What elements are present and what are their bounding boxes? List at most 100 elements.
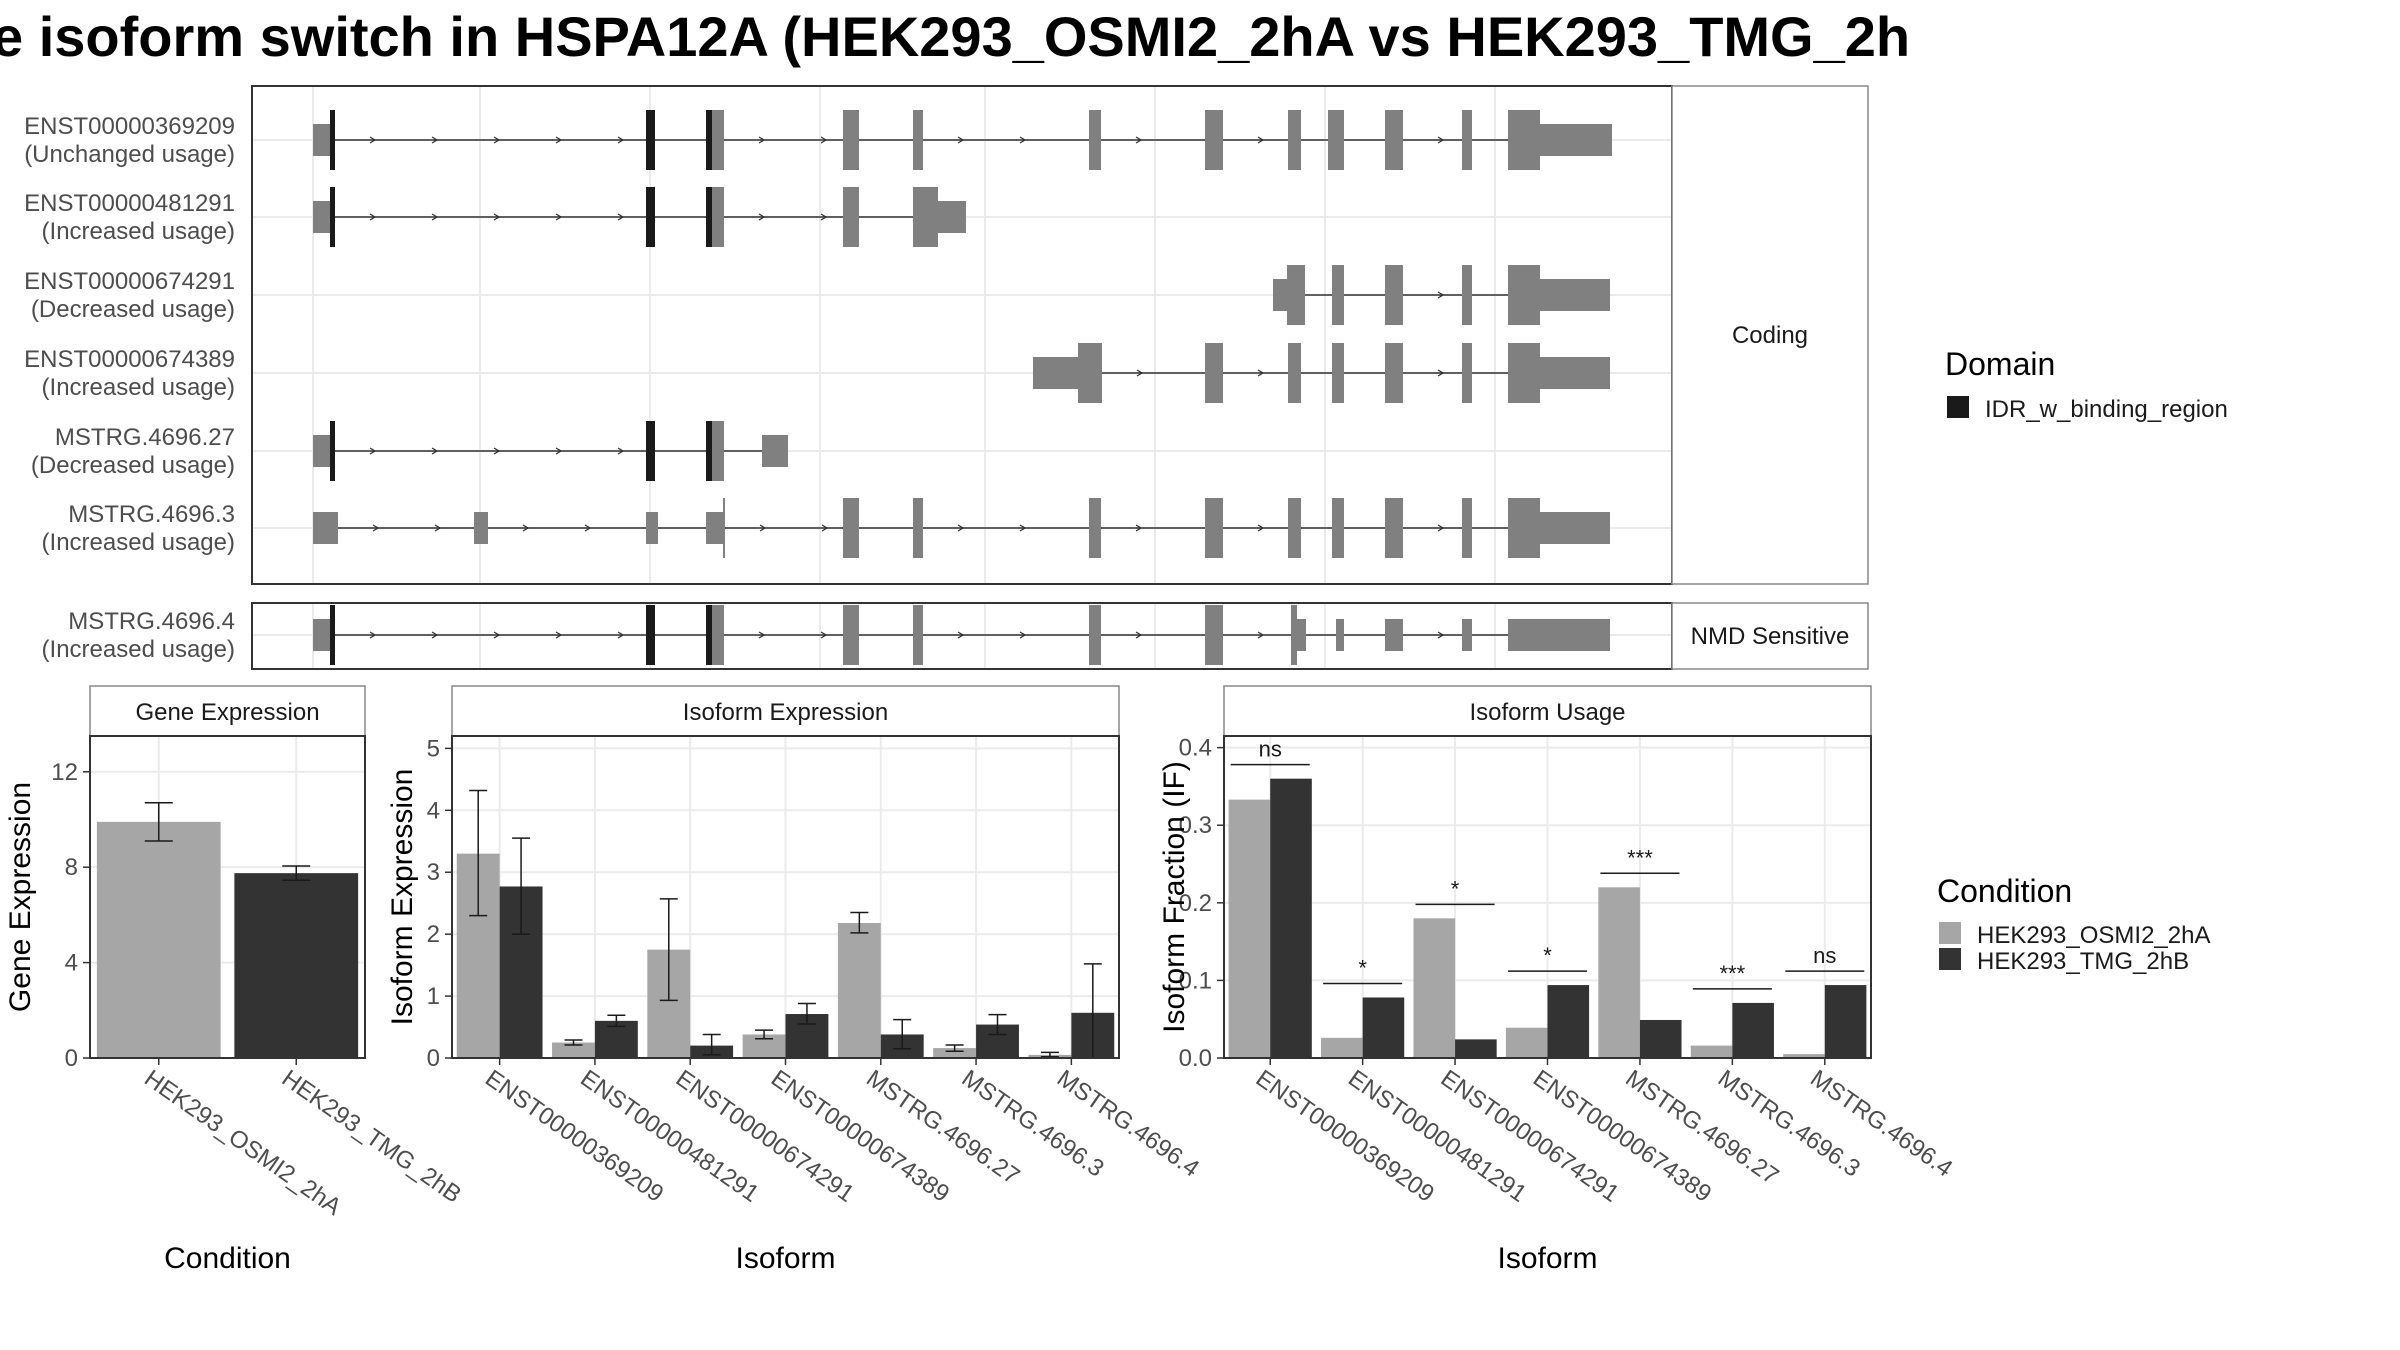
y-tick-label: 2 (427, 921, 440, 948)
direction-arrow (1257, 631, 1265, 639)
domain-segment (646, 421, 655, 481)
exon (1332, 343, 1344, 403)
exon (1205, 110, 1223, 170)
exon (1540, 279, 1610, 311)
transcript-name: MSTRG.4696.3 (68, 501, 235, 528)
exon (843, 110, 859, 170)
strip-coding (1671, 85, 1869, 585)
y-tick-label: 1 (427, 983, 440, 1010)
bar (1824, 985, 1867, 1058)
exon (1297, 619, 1306, 651)
exon (1462, 110, 1472, 170)
legends: Domain IDR_w_binding_region Condition HEK29… (1937, 346, 2228, 975)
significance-label: *** (1720, 961, 1746, 986)
domain-segment (706, 605, 712, 665)
exon (1291, 605, 1297, 665)
transcript-row: ENST00000674389(Increased usage) (24, 343, 1610, 403)
direction-arrow (555, 136, 563, 144)
exon (938, 201, 966, 233)
direction-arrow (758, 631, 766, 639)
chart-title: Gene Expression (135, 699, 319, 726)
bar (234, 873, 359, 1058)
y-tick-label: 0.3 (1179, 812, 1212, 839)
significance-label: *** (1627, 845, 1653, 870)
domain-segment (330, 110, 335, 170)
exon (1336, 619, 1344, 651)
exon (1540, 512, 1610, 544)
x-tick-label: ENST00000674389 (766, 1065, 954, 1208)
bar (1639, 1019, 1682, 1058)
x-tick-label: ENST00000481291 (575, 1065, 763, 1208)
direction-arrow (369, 447, 377, 455)
figure-title: e isoform switch in HSPA12A (HEK293_OSMI… (0, 5, 1910, 68)
exon (1078, 343, 1102, 403)
direction-arrow (434, 524, 442, 532)
exon (1205, 343, 1223, 403)
direction-arrow (1135, 524, 1143, 532)
exon (1462, 498, 1472, 558)
y-tick-label: 3 (427, 859, 440, 886)
direction-arrow (1135, 136, 1143, 144)
legend-title: Domain (1945, 346, 2055, 382)
direction-arrow (758, 213, 766, 221)
significance-label: * (1358, 955, 1367, 980)
direction-arrow (1437, 524, 1445, 532)
transcript-row: MSTRG.4696.4(Increased usage) (42, 605, 1610, 665)
exon (1287, 265, 1305, 325)
exon (1288, 498, 1301, 558)
bar (1732, 1002, 1774, 1058)
exon (913, 110, 923, 170)
transcript-row: ENST00000369209(Unchanged usage) (24, 110, 1612, 170)
bar (1690, 1045, 1733, 1058)
y-tick-label: 0 (427, 1045, 440, 1072)
x-axis-label: Condition (164, 1242, 291, 1275)
transcript-usage: (Increased usage) (42, 636, 235, 663)
exon (1332, 498, 1344, 558)
direction-arrow (493, 447, 501, 455)
direction-arrow (1437, 291, 1445, 299)
domain-segment (646, 187, 655, 247)
domain-segment (706, 110, 712, 170)
exon (843, 605, 859, 665)
chart-strip (89, 685, 366, 737)
chart-title: Isoform Usage (1469, 699, 1625, 726)
direction-arrow (1257, 369, 1265, 377)
exon (1462, 265, 1472, 325)
direction-arrow (1019, 136, 1027, 144)
strip-label: NMD Sensitive (1691, 623, 1850, 650)
direction-arrow (431, 631, 439, 639)
transcript-structure-plot: Coding NMD Sensitive ENST00000369209(Uncha… (24, 85, 1869, 670)
legend-item-label: IDR_w_binding_region (1985, 396, 2228, 423)
bar (1321, 1037, 1363, 1058)
domain-segment (706, 187, 712, 247)
direction-arrow (759, 524, 767, 532)
transcript-name: ENST00000369209 (24, 113, 235, 140)
bar (1547, 985, 1590, 1058)
x-tick-label: ENST00000369209 (480, 1065, 668, 1208)
exon (1332, 265, 1344, 325)
direction-arrow (820, 136, 828, 144)
exon (762, 435, 774, 467)
coding-panel (251, 85, 1673, 585)
transcript-row: ENST00000481291(Increased usage) (24, 187, 966, 247)
y-tick-label: 12 (51, 759, 78, 786)
x-axis-label: Isoform (1497, 1242, 1597, 1275)
plot-border (89, 735, 366, 1059)
y-tick-label: 0.2 (1179, 890, 1212, 917)
y-tick-label: 4 (65, 950, 78, 977)
direction-arrow (369, 136, 377, 144)
direction-arrow (821, 524, 829, 532)
strip-nmd (1671, 602, 1869, 670)
direction-arrow (493, 213, 501, 221)
legend-swatch (1939, 922, 1961, 944)
exon (923, 187, 938, 247)
chart-panel: Isoform Expression012345ENST00000369209E… (386, 685, 1204, 1275)
y-axis-label: Isoform Fraction (IF) (1158, 761, 1191, 1033)
transcript-name: ENST00000674389 (24, 346, 235, 373)
bar (1413, 918, 1456, 1058)
domain-segment (646, 110, 655, 170)
y-axis-label: Gene Expression (4, 782, 37, 1012)
direction-arrow (1437, 369, 1445, 377)
exon (712, 421, 724, 481)
exon (1089, 110, 1101, 170)
